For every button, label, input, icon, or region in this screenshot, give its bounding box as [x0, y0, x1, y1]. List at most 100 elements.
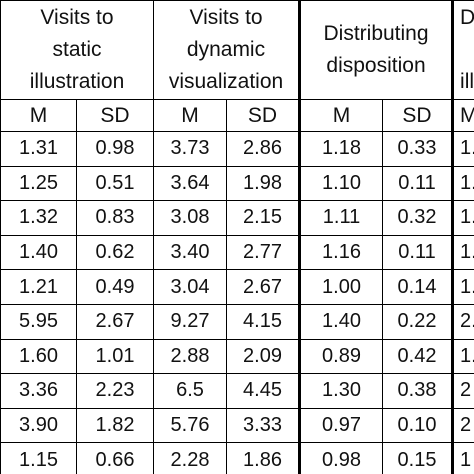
table-cell: 0.11	[382, 234, 454, 271]
table-cell: 1.32	[0, 200, 77, 236]
table-cell: 2.77	[226, 234, 301, 271]
table-cell: 0.10	[382, 407, 454, 444]
table-cell: 5.76	[153, 407, 228, 444]
table-cell: 3.64	[153, 165, 228, 202]
table-cell: 0.49	[75, 269, 155, 305]
table-row: 1.310.983.732.861.180.331.1	[0, 131, 474, 167]
table-row: 1.400.623.402.771.160.111.0	[0, 234, 474, 271]
group-header-line: Visits to	[189, 6, 263, 29]
table-cell: 2.23	[75, 373, 155, 409]
table-cell: 4.45	[226, 373, 301, 409]
group-header-dynamic-visualization: Visits to dynamic visualization	[153, 0, 301, 100]
table-cell: 5.95	[0, 303, 77, 340]
table-cell: 1.1	[451, 200, 474, 236]
table-cell: 0.32	[382, 200, 454, 236]
table-cell: 0.42	[382, 338, 454, 375]
table-row: 1.601.012.882.090.890.421.2	[0, 338, 474, 375]
table-cell: 1.40	[298, 303, 384, 340]
group-header-row: Visits to static illustration Visits to …	[0, 0, 474, 100]
table-cell: 0.14	[382, 269, 454, 305]
table-row: 1.320.833.082.151.110.321.1	[0, 200, 474, 236]
table-cell: 1.01	[75, 338, 155, 375]
group-header-line: illu	[460, 70, 474, 93]
table-cell: 2	[451, 407, 474, 444]
table-cell: 1.10	[298, 165, 384, 202]
table-cell: 1.98	[226, 165, 301, 202]
group-header-static-illustration: Visits to static illustration	[0, 0, 155, 100]
group-header-line: Distributing	[323, 22, 429, 45]
table-cell: 1.00	[298, 269, 384, 305]
table-cell: 0.98	[75, 131, 155, 167]
table-cell: 1.1	[451, 131, 474, 167]
table-cell: 3.36	[0, 373, 77, 409]
table-cell: 2	[451, 373, 474, 409]
table-cell: 9.27	[153, 303, 228, 340]
table-cell: 1.30	[298, 373, 384, 409]
table-cell: 0.33	[382, 131, 454, 167]
group-header-line: disposition	[326, 54, 426, 77]
group-header-line: visualization	[168, 70, 284, 93]
table-cell: 1.0	[451, 165, 474, 202]
table-cell: 0.98	[298, 442, 384, 474]
table-cell: 4.15	[226, 303, 301, 340]
table-cell: 3.08	[153, 200, 228, 236]
group-header-distributing-disposition: Distributing disposition	[298, 0, 454, 100]
subheader-cell: M	[451, 99, 474, 132]
table-cell: 1.86	[226, 442, 301, 474]
table-cell: 2.09	[226, 338, 301, 375]
table-cell: 1.31	[0, 131, 77, 167]
table-cell: 1.82	[75, 407, 155, 444]
table-row: 3.36 2.23 6.5 4.45 1.30 0.38 2	[0, 373, 474, 409]
table-cell: 0.97	[298, 407, 384, 444]
table-cell: 2.4	[451, 303, 474, 340]
table-cell: 3.90	[0, 407, 77, 444]
group-header-line	[460, 34, 466, 66]
table-cell: 2.86	[226, 131, 301, 167]
table-cell: 2.88	[153, 338, 228, 375]
table-cell: 0.11	[382, 165, 454, 202]
subheader-cell: M	[0, 99, 77, 132]
table-cell: 1.15	[0, 442, 77, 474]
table-cell: 0.51	[75, 165, 155, 202]
table-cell: 3.04	[153, 269, 228, 305]
table-cell: 2.28	[153, 442, 228, 474]
table-cell: 1	[451, 442, 474, 474]
table-cell: 0.22	[382, 303, 454, 340]
table-cell: 1.0	[451, 269, 474, 305]
table-cell: 2.15	[226, 200, 301, 236]
subheader-cell: SD	[382, 99, 454, 132]
subheader-cell: SD	[75, 99, 155, 132]
table-row: 5.952.679.274.151.400.222.4	[0, 303, 474, 340]
table-cell: 0.15	[382, 442, 454, 474]
table-row: 3.90 1.82 5.76 3.33 0.97 0.10 2	[0, 407, 474, 444]
table-cell: 0.66	[75, 442, 155, 474]
table-cell: 2.67	[75, 303, 155, 340]
table-cell: 1.2	[451, 338, 474, 375]
subheader-row: M SD M SD M SD M	[0, 99, 474, 132]
subheader-cell: M	[153, 99, 228, 132]
table-row: 1.250.513.641.981.100.111.0	[0, 165, 474, 202]
table-cell: 1.16	[298, 234, 384, 271]
group-header-line: static	[52, 38, 102, 61]
group-header-line: Da	[460, 6, 474, 29]
subheader-cell: M	[298, 99, 384, 132]
table-cell: 2.67	[226, 269, 301, 305]
table-cell: 3.33	[226, 407, 301, 444]
table-row: 1.210.493.042.671.000.141.0	[0, 269, 474, 305]
table-cell: 1.11	[298, 200, 384, 236]
table-cell: 6.5	[153, 373, 228, 409]
table-cell: 1.40	[0, 234, 77, 271]
table-cell: 1.0	[451, 234, 474, 271]
group-header-line: dynamic	[186, 38, 266, 61]
table-cell: 1.25	[0, 165, 77, 202]
table-cell: 1.60	[0, 338, 77, 375]
table-cell: 1.21	[0, 269, 77, 305]
table-cell: 3.73	[153, 131, 228, 167]
table-cell: 3.40	[153, 234, 228, 271]
table-body: 1.310.983.732.861.180.331.11.250.513.641…	[0, 131, 474, 474]
table-cell: 0.83	[75, 200, 155, 236]
subheader-cell: SD	[226, 99, 301, 132]
table-cell: 1.18	[298, 131, 384, 167]
